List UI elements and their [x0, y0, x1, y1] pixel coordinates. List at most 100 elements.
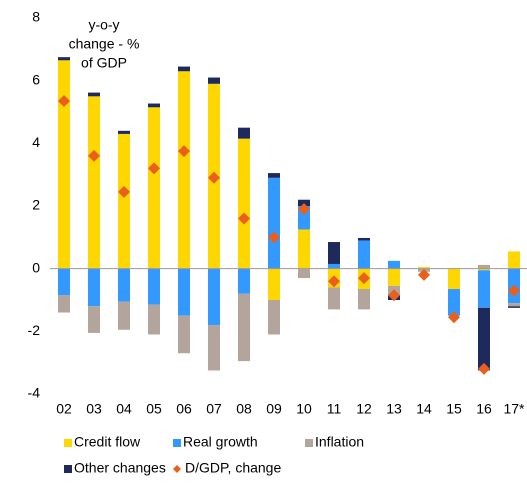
marker: [478, 362, 490, 375]
bar-segment: [358, 240, 370, 269]
annotation: y-o-y: [88, 17, 119, 33]
bar-segment: [478, 264, 490, 269]
bar-segment: [448, 289, 460, 316]
legend-label: D/GDP, change: [185, 460, 281, 476]
bar-segment: [328, 263, 340, 269]
x-tick-label: 04: [116, 401, 132, 417]
marker: [88, 149, 100, 162]
legend-swatch: [305, 439, 313, 447]
bar-segment: [88, 92, 100, 97]
marker: [508, 284, 520, 297]
x-tick-label: 03: [86, 401, 102, 417]
bar-segment: [508, 303, 520, 307]
bar-segment: [178, 268, 190, 316]
marker: [118, 185, 130, 198]
bar-segment: [358, 237, 370, 241]
bar-segment: [478, 268, 490, 271]
bar-segment: [178, 315, 190, 354]
marker: [268, 231, 280, 244]
bar-segment: [118, 301, 130, 330]
y-tick-label: -2: [28, 322, 41, 338]
x-tick-label: 15: [446, 401, 462, 417]
marker: [58, 95, 70, 108]
marker: [388, 289, 400, 302]
bar-segment: [418, 267, 430, 269]
bar-segment: [178, 71, 190, 269]
legend-swatch: [173, 465, 181, 473]
marker: [358, 272, 370, 285]
legend-label: Other changes: [74, 460, 166, 476]
bar-segment: [148, 107, 160, 269]
marker: [208, 171, 220, 184]
bar-segment: [58, 295, 70, 313]
bar-segment: [508, 251, 520, 269]
bar-segment: [238, 138, 250, 269]
x-tick-label: 09: [266, 401, 282, 417]
legend-label: Credit flow: [74, 434, 141, 450]
x-tick-label: 06: [176, 401, 192, 417]
bar-segment: [208, 268, 220, 326]
bar-segment: [268, 300, 280, 335]
bar-segment: [148, 304, 160, 335]
bar-segment: [88, 96, 100, 269]
marker: [448, 311, 460, 324]
bar-segment: [358, 289, 370, 310]
legend-label: Inflation: [315, 434, 364, 450]
bar-segment: [58, 57, 70, 61]
bar-segment: [148, 268, 160, 305]
bar-segment: [208, 77, 220, 84]
bar-segment: [268, 268, 280, 300]
y-tick-label: 2: [32, 197, 40, 213]
bar-segment: [478, 307, 490, 371]
bar-segment: [508, 306, 520, 308]
bar-segment: [448, 268, 460, 290]
x-tick-label: 17*: [503, 401, 525, 417]
legend-label: Real growth: [183, 434, 258, 450]
y-tick-label: -4: [28, 385, 41, 401]
bar-segment: [88, 306, 100, 333]
marker: [238, 212, 250, 225]
y-tick-label: 6: [32, 71, 40, 87]
bar-segment: [118, 130, 130, 134]
bar-segment: [238, 293, 250, 362]
bar-segment: [208, 325, 220, 371]
marker: [148, 162, 160, 175]
bar-segment: [328, 287, 340, 310]
x-tick-label: 07: [206, 401, 222, 417]
marker: [298, 203, 310, 216]
bar-segment: [88, 268, 100, 307]
bar-segment: [58, 60, 70, 269]
bar-segment: [298, 229, 310, 269]
x-tick-label: 10: [296, 401, 312, 417]
annotation: of GDP: [81, 55, 127, 71]
x-tick-label: 13: [386, 401, 402, 417]
x-tick-label: 16: [476, 401, 492, 417]
bar-segment: [118, 133, 130, 269]
bar-segment: [148, 103, 160, 108]
y-tick-label: 0: [32, 259, 40, 275]
x-tick-label: 14: [416, 401, 432, 417]
bar-segment: [178, 66, 190, 72]
x-tick-label: 05: [146, 401, 162, 417]
x-tick-label: 12: [356, 401, 372, 417]
bar-segment: [118, 268, 130, 302]
bar-segment: [238, 127, 250, 139]
bar-segment: [328, 242, 340, 264]
legend-swatch: [64, 439, 72, 447]
x-tick-label: 11: [327, 401, 342, 417]
y-tick-label: 8: [32, 9, 40, 25]
y-tick-label: 4: [32, 134, 40, 150]
bar-segment: [58, 268, 70, 296]
marker: [328, 275, 340, 288]
bar-segment: [238, 268, 250, 294]
bar-segment: [388, 260, 400, 269]
legend-swatch: [173, 439, 181, 447]
bar-segment: [268, 177, 280, 269]
x-tick-label: 08: [236, 401, 252, 417]
bar-segment: [298, 268, 310, 279]
x-tick-label: 02: [56, 401, 72, 417]
bar-segment: [478, 270, 490, 308]
annotation: change - %: [69, 36, 140, 52]
bar-segment: [388, 268, 400, 286]
